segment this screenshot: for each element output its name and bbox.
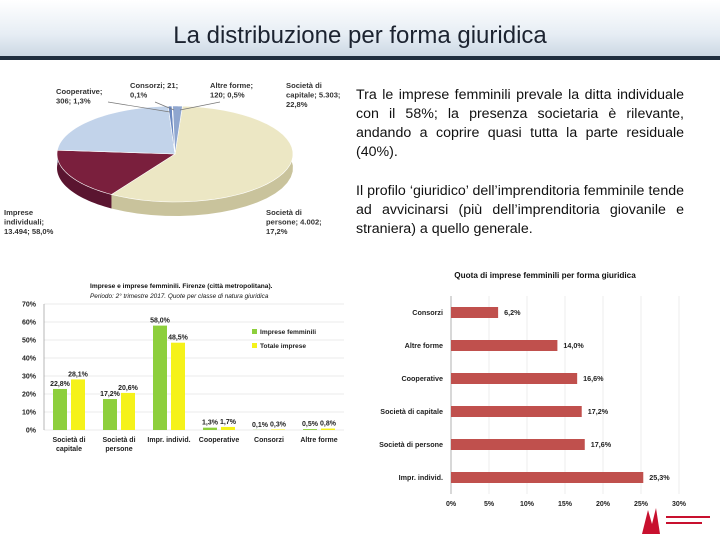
- pie-leader-consorzi: [154, 101, 175, 111]
- vbar-ytick-4: 40%: [22, 356, 37, 363]
- pie-label-4: Consorzi; 21; 0,1%: [130, 81, 178, 100]
- vbar-bar-1-4: [271, 429, 285, 430]
- vbar-title: Imprese e imprese femminili. Firenze (ci…: [90, 283, 273, 290]
- vbar-bar-1-2: [171, 342, 185, 430]
- vbar-bar-1-3: [221, 426, 235, 430]
- vbar-legend-label-1: Totale imprese: [260, 343, 306, 350]
- vbar-bar-0-3: [203, 427, 217, 430]
- logo-line-1: [666, 516, 710, 518]
- hbar-category-2: Cooperative: [401, 374, 443, 383]
- hbar-bar-4: [451, 439, 585, 450]
- hbar-data-label-5: 25,3%: [649, 473, 670, 482]
- pie-slice-side-1: [57, 150, 112, 209]
- hbar-bar-5: [451, 472, 644, 483]
- pie-leader-cooperative: [107, 101, 171, 113]
- hbar-xtick-6: 30%: [672, 501, 687, 508]
- vbar-category-4: Consorzi: [254, 437, 284, 444]
- vbar-data-label-0-5: 0,5%: [302, 421, 319, 428]
- pie-label-0: Imprese individuali; 13.494; 58,0%: [4, 208, 54, 236]
- vbar-category-3: Cooperative: [199, 437, 240, 444]
- hbar-bar-2: [451, 373, 578, 384]
- vbar-category-2: Impr. individ.: [147, 437, 190, 444]
- slide-title: La distribuzione per forma giuridica: [173, 22, 547, 49]
- hbar-xtick-2: 10%: [520, 501, 535, 508]
- pie-slice-3: [167, 105, 176, 155]
- hbar-category-1: Altre forme: [405, 341, 443, 350]
- pie-slice-2: [56, 105, 176, 155]
- hbar-category-0: Consorzi: [412, 308, 443, 317]
- hbar-data-label-4: 17,6%: [591, 440, 612, 449]
- pie-chart: Imprese individuali; 13.494; 58,0% Società …: [4, 81, 340, 236]
- pie-slice-5: [172, 105, 183, 155]
- hbar-xtick-1: 5%: [484, 501, 495, 508]
- vbar-data-label-1-1: 20,6%: [118, 385, 139, 392]
- vbar-legend-label-0: Imprese femminili: [260, 329, 316, 336]
- hbar-data-label-2: 16,6%: [583, 374, 604, 383]
- vbar-ytick-2: 20%: [22, 392, 37, 399]
- vbar-ytick-0: 0%: [26, 428, 37, 435]
- vbar-data-label-0-1: 17,2%: [100, 391, 121, 398]
- vbar-data-label-0-3: 1,3%: [202, 420, 219, 427]
- vbar-bar-1-5: [321, 428, 335, 430]
- vbar-ytick-7: 70%: [22, 302, 37, 309]
- vbar-bar-0-1: [103, 399, 117, 430]
- grouped-bar-chart: Imprese e imprese femminili. Firenze (ci…: [0, 270, 352, 465]
- hbar-bar-0: [451, 307, 499, 318]
- vbar-bar-0-5: [303, 429, 317, 430]
- header-rule: [0, 56, 720, 60]
- vbar-legend-swatch-1: [252, 343, 257, 348]
- pie-leader-altre: [179, 101, 221, 111]
- logo-mark: [642, 508, 660, 534]
- pie-label-5: Cooperative; 306; 1,3%: [56, 87, 102, 106]
- hbar-data-label-0: 6,2%: [504, 308, 521, 317]
- vbar-legend-swatch-0: [252, 329, 257, 334]
- hbar-title: Quota di imprese femminili per forma giu…: [454, 271, 636, 280]
- logo-emblem: [642, 508, 710, 534]
- pie-label-3: Altre forme; 120; 0,5%: [210, 81, 253, 100]
- vbar-bar-1-0: [71, 379, 85, 430]
- header-band: [0, 0, 720, 58]
- vbar-ytick-3: 30%: [22, 374, 37, 381]
- vbar-data-label-1-0: 28,1%: [68, 371, 89, 378]
- hbar-xtick-3: 15%: [558, 501, 573, 508]
- vbar-bar-1-1: [121, 392, 135, 430]
- paragraph-2: Il profilo ‘giuridico’ dell’imprenditori…: [356, 183, 684, 237]
- vbar-data-label-1-3: 1,7%: [220, 419, 237, 426]
- vbar-ytick-1: 10%: [22, 410, 37, 417]
- hbar-data-label-1: 14,0%: [563, 341, 584, 350]
- hbar-data-label-3: 17,2%: [588, 407, 609, 416]
- pie-label-1: Società di persone; 4.002; 17,2%: [266, 208, 322, 236]
- pie-label-2: Società di capitale; 5.303; 22,8%: [286, 81, 340, 109]
- vbar-bar-0-0: [53, 388, 67, 430]
- hbar-xtick-5: 25%: [634, 501, 649, 508]
- vbar-data-label-0-2: 58,0%: [150, 318, 171, 325]
- vbar-category-0: Società di capitale: [52, 437, 85, 453]
- hbar-category-3: Società di capitale: [380, 407, 443, 416]
- horizontal-bar-chart: Quota di imprese femminili per forma giu…: [379, 271, 687, 508]
- hbar-bar-1: [451, 340, 558, 351]
- vbar-data-label-1-5: 0,8%: [320, 421, 337, 428]
- hbar-category-4: Società di persone: [379, 440, 443, 449]
- vbar-ytick-6: 60%: [22, 320, 37, 327]
- hbar-xtick-0: 0%: [446, 501, 457, 508]
- paragraph-1: Tra le imprese femminili prevale la ditt…: [356, 87, 684, 160]
- vbar-category-5: Altre forme: [300, 437, 337, 444]
- vbar-data-label-1-2: 48,5%: [168, 335, 189, 342]
- vbar-data-label-1-4: 0,3%: [270, 421, 287, 428]
- vbar-data-label-0-0: 22,8%: [50, 381, 71, 388]
- pie-slice-0: [110, 105, 294, 203]
- pie-slice-side-0: [111, 106, 293, 216]
- vbar-data-label-0-4: 0,1%: [252, 422, 269, 429]
- hbar-category-5: Impr. individ.: [399, 473, 443, 482]
- vbar-category-1: Società di persone: [102, 437, 135, 453]
- logo-line-2: [666, 522, 702, 524]
- pie-slice-1: [56, 149, 176, 195]
- vbar-subtitle: Periodo: 2° trimestre 2017. Quote per cl…: [90, 292, 269, 300]
- hbar-bar-3: [451, 406, 582, 417]
- vbar-ytick-5: 50%: [22, 338, 37, 345]
- vbar-bar-0-2: [153, 325, 167, 430]
- hbar-xtick-4: 20%: [596, 501, 611, 508]
